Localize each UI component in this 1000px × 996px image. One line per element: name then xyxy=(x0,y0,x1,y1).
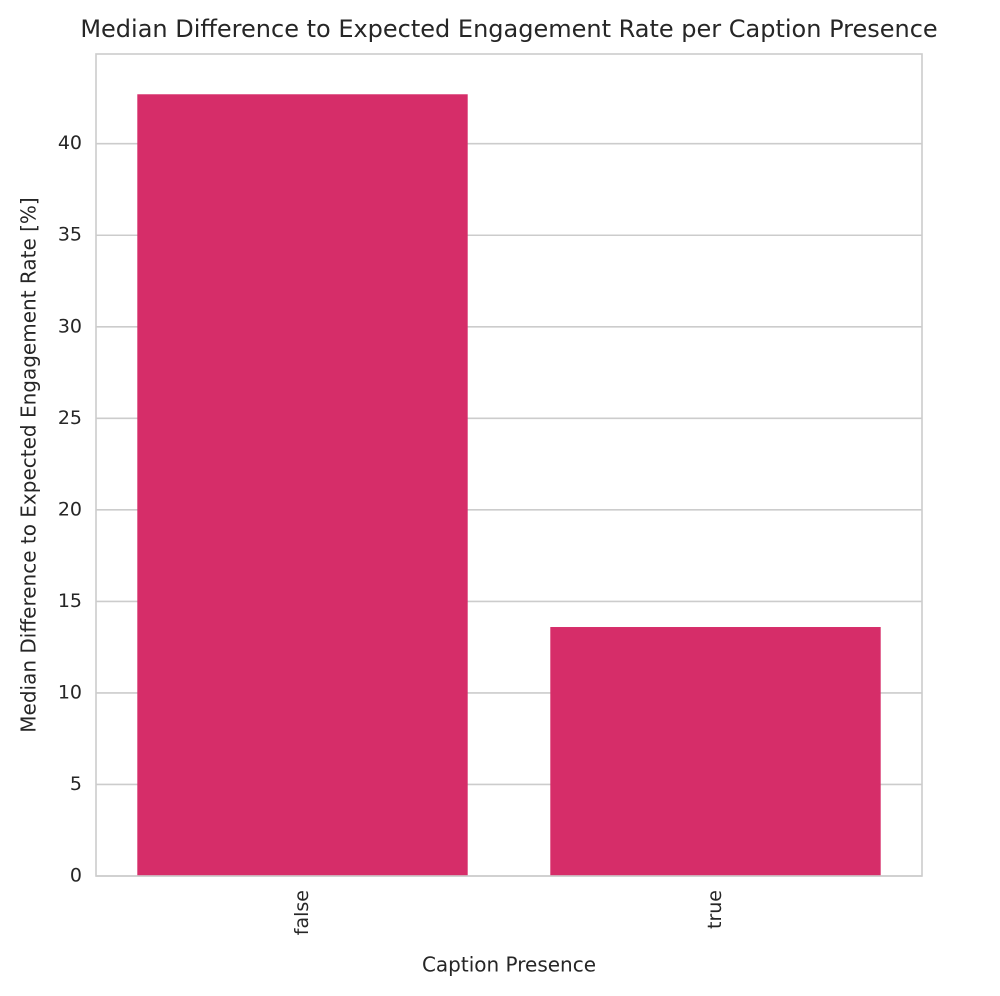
y-tick-label: 30 xyxy=(58,315,82,337)
y-axis-label: Median Difference to Expected Engagement… xyxy=(17,197,41,732)
bars xyxy=(137,94,881,876)
x-axis-label: Caption Presence xyxy=(422,953,596,977)
plot-frame xyxy=(95,53,923,877)
y-tick-label: 0 xyxy=(70,865,82,887)
y-tick-label: 20 xyxy=(58,498,82,520)
x-tick-label: true xyxy=(704,890,726,929)
bar xyxy=(550,627,881,876)
chart-title: Median Difference to Expected Engagement… xyxy=(80,15,937,43)
y-tick-label: 35 xyxy=(58,224,82,246)
y-tick-label: 40 xyxy=(58,132,82,154)
y-tick-label: 5 xyxy=(70,773,82,795)
y-tick-label: 25 xyxy=(58,407,82,429)
x-tick-label: false xyxy=(291,890,313,935)
y-tick-label: 15 xyxy=(58,590,82,612)
bar xyxy=(137,94,468,876)
y-tick-label: 10 xyxy=(58,681,82,703)
